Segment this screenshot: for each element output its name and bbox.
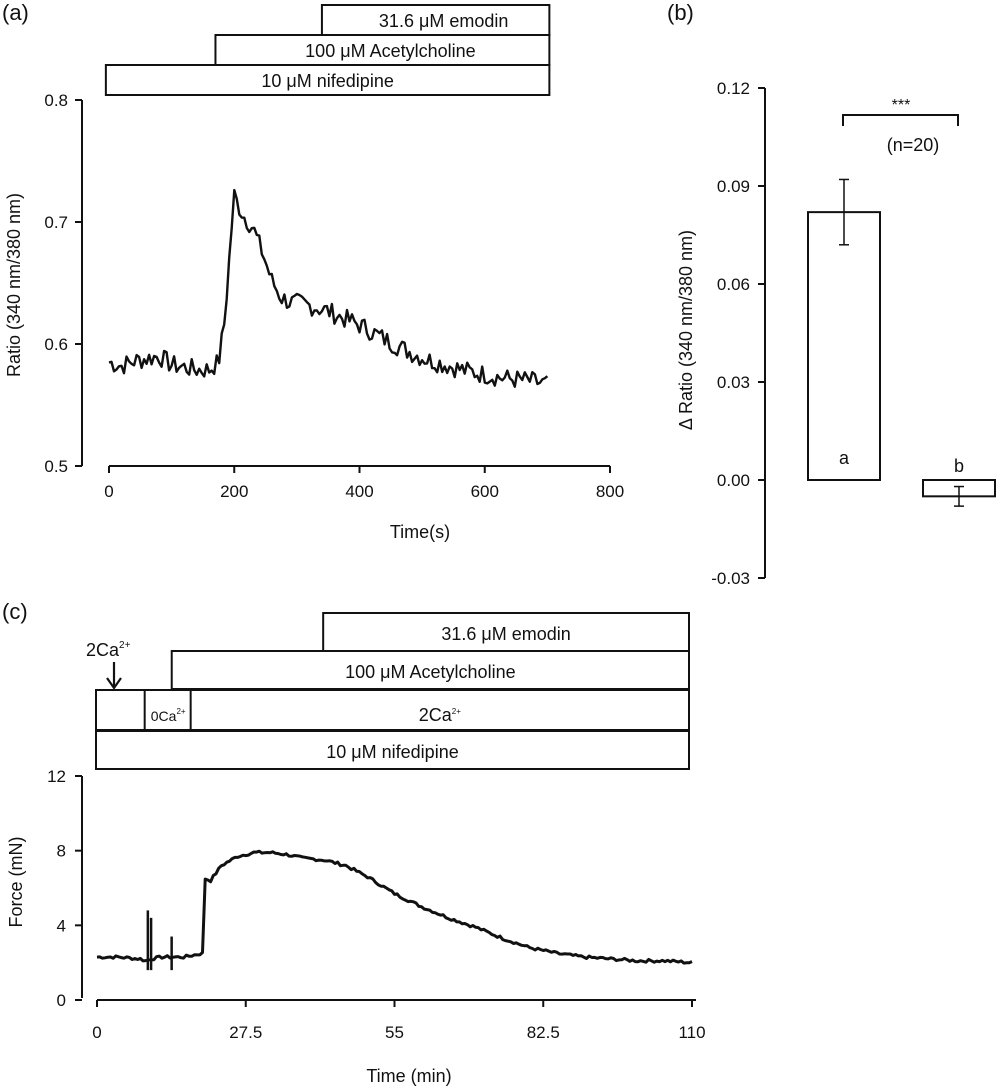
panel-b-bar xyxy=(807,211,881,481)
panel-a-ratio-trace xyxy=(108,188,549,388)
panel-a-y-tick-label: 0.6 xyxy=(44,335,68,354)
panel-b: -0.03 0.00 0.03 0.06 0.09 0.12 Δ Ratio (340 n… xyxy=(676,79,996,588)
panel-b-y-tick-label: 0.00 xyxy=(717,471,750,490)
panel-a-treatment-box xyxy=(320,4,551,36)
panel-c-y-tick-label: 12 xyxy=(47,767,66,786)
panel-c-y-ticks: 0 4 8 12 xyxy=(47,767,82,1010)
panel-c-treatment-label: 10 μM nifedipine xyxy=(326,742,458,762)
panel-label-a: (a) xyxy=(2,0,29,25)
panel-a-x-tick-label: 0 xyxy=(104,482,113,501)
panel-b-y-tick-label: 0.09 xyxy=(717,177,750,196)
panel-b-bar-label: b xyxy=(954,456,964,476)
panel-c-force-trace xyxy=(96,849,693,965)
panel-b-y-tick-label: 0.06 xyxy=(717,275,750,294)
panel-b-y-ticks: -0.03 0.00 0.03 0.06 0.09 0.12 xyxy=(711,79,765,588)
panel-c-calcium-label: 0Ca2+ xyxy=(151,707,186,724)
panel-c-calcium-box xyxy=(95,689,147,731)
panel-c-y-tick-label: 0 xyxy=(57,991,66,1010)
panel-a-y-tick-label: 0.7 xyxy=(44,213,68,232)
panel-a-treatment-label: 31.6 μM emodin xyxy=(379,11,508,31)
panel-a-x-ticks: 0 200 400 600 800 xyxy=(104,466,624,501)
panel-b-y-tick-label: 0.03 xyxy=(717,373,750,392)
calcium-arrow-icon xyxy=(106,662,122,690)
significance-bracket xyxy=(842,114,959,126)
panel-a: 31.6 μM emodin 100 μM Acetylcholine 10 μM … xyxy=(4,4,624,542)
panel-c-x-label: Time (min) xyxy=(366,1066,451,1086)
panel-c-y-label: Force (mN) xyxy=(6,837,26,928)
panel-b-y-tick-label: -0.03 xyxy=(711,569,750,588)
panel-c-treatment-box xyxy=(170,650,690,690)
panel-a-y-label: Ratio (340 nm/380 nm) xyxy=(4,193,24,377)
panel-a-x-tick-label: 400 xyxy=(345,482,373,501)
panel-c-calcium-box xyxy=(189,689,690,731)
panel-c: 31.6 μM emodin 100 μM Acetylcholine 10 μM … xyxy=(6,612,706,1086)
panel-a-treatment-label: 100 μM Acetylcholine xyxy=(305,41,475,61)
panel-a-treatment-label: 10 μM nifedipine xyxy=(261,71,393,91)
panel-c-treatment-box xyxy=(95,730,690,770)
panel-c-y-tick-label: 4 xyxy=(57,916,66,935)
panel-c-x-tick-label: 27.5 xyxy=(229,1023,262,1042)
panel-c-treatment-label: 31.6 μM emodin xyxy=(441,624,570,644)
panel-c-x-tick-label: 82.5 xyxy=(527,1023,560,1042)
panel-b-bar-label: a xyxy=(839,448,850,468)
panel-a-treatment-bars: 31.6 μM emodin 100 μM Acetylcholine 10 μM … xyxy=(104,4,551,96)
panel-a-x-tick-label: 600 xyxy=(471,482,499,501)
panel-c-treatment-label: 100 μM Acetylcholine xyxy=(345,662,515,682)
panel-a-y-ticks: 0.5 0.6 0.7 0.8 xyxy=(44,91,82,476)
sample-size-label: (n=20) xyxy=(887,135,940,155)
panel-c-treatment-box xyxy=(322,612,690,652)
panel-c-y-tick-label: 8 xyxy=(57,842,66,861)
significance-stars: *** xyxy=(892,97,911,114)
panel-c-calcium-label: 2Ca2+ xyxy=(419,705,461,725)
panel-b-y-tick-label: 0.12 xyxy=(717,79,750,98)
calcium-arrow-label: 2Ca2+ xyxy=(86,640,131,660)
panel-c-spikes xyxy=(146,910,173,971)
panel-label-c: (c) xyxy=(2,599,28,624)
panel-c-x-tick-label: 0 xyxy=(92,1023,101,1042)
panel-a-x-label: Time(s) xyxy=(390,522,450,542)
panel-a-treatment-box xyxy=(104,64,551,96)
panel-a-y-tick-label: 0.5 xyxy=(44,457,68,476)
panel-a-y-tick-label: 0.8 xyxy=(44,91,68,110)
panel-c-x-tick-label: 55 xyxy=(385,1023,404,1042)
panel-label-b: (b) xyxy=(667,0,694,25)
panel-a-x-tick-label: 200 xyxy=(220,482,248,501)
panel-c-x-ticks: 0 27.5 55 82.5 110 xyxy=(92,1000,706,1042)
panel-b-y-label: Δ Ratio (340 nm/380 nm) xyxy=(676,230,696,430)
panel-c-x-tick-label: 110 xyxy=(678,1023,705,1042)
panel-a-x-tick-label: 800 xyxy=(596,482,624,501)
panel-c-treatment-bars: 31.6 μM emodin 100 μM Acetylcholine 10 μM … xyxy=(95,612,690,770)
